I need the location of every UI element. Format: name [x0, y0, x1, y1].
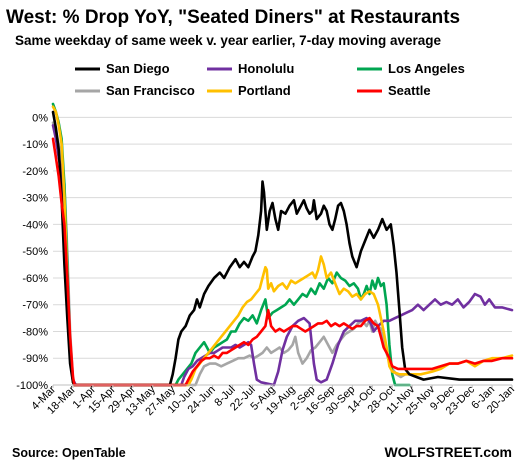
legend-label: San Diego	[106, 61, 170, 76]
legend-label: Seattle	[388, 83, 431, 98]
y-tick-label: -10%	[22, 139, 48, 151]
y-tick-label: -90%	[22, 353, 48, 365]
legend-label: Los Angeles	[388, 61, 465, 76]
series-line-portland	[51, 105, 514, 387]
source-note: Source: OpenTable	[12, 446, 126, 460]
y-tick-label: -20%	[22, 166, 48, 178]
brand-credit: WOLFSTREET.com	[384, 444, 512, 460]
legend-label: San Francisco	[106, 83, 195, 98]
legend: San Diego Honolulu Los Angeles San Francisc…	[75, 61, 465, 98]
legend-label: Honolulu	[238, 61, 294, 76]
series-layer	[51, 102, 514, 387]
legend-label: Portland	[238, 83, 291, 98]
y-tick-label: -30%	[22, 193, 48, 205]
y-tick-label: -50%	[22, 246, 48, 258]
y-tick-label: -60%	[22, 273, 48, 285]
y-tick-label: -70%	[22, 300, 48, 312]
axis-layer: 0% -10% -20% -30% -40% -50% -60% -70% -80% -90% -1…	[16, 112, 516, 418]
series-line-honolulu	[51, 124, 514, 387]
series-line-los-angeles	[51, 102, 411, 387]
series-line-seattle	[51, 137, 514, 387]
y-tick-label: -100%	[16, 380, 48, 392]
series-line-san-diego	[51, 110, 514, 387]
y-tick-label: 0%	[32, 112, 48, 124]
y-tick-label: -40%	[22, 219, 48, 231]
chart-title: West: % Drop YoY, "Seated Diners" at Res…	[6, 7, 460, 28]
grid	[53, 116, 512, 386]
y-tick-label: -80%	[22, 326, 48, 338]
chart-subtitle: Same weekday of same week v. year earlie…	[15, 33, 441, 48]
